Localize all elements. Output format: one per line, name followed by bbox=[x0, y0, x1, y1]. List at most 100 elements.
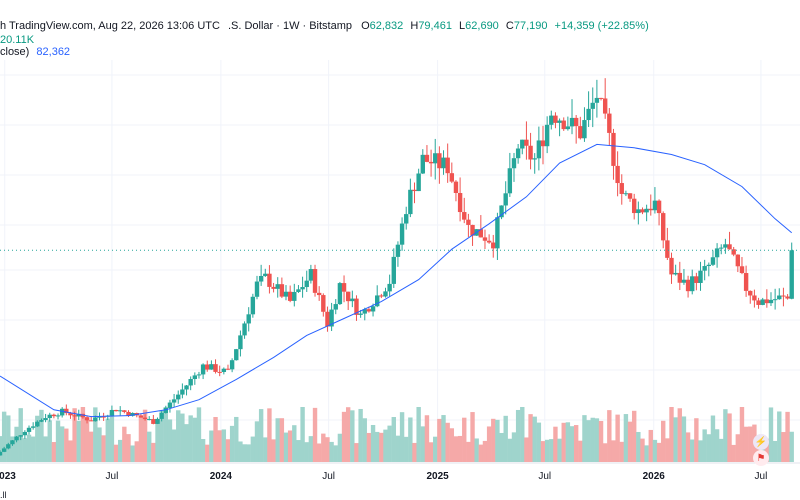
candle-body bbox=[308, 269, 314, 281]
volume-bar bbox=[719, 438, 724, 462]
volume-bar bbox=[329, 441, 334, 462]
candle-body bbox=[416, 173, 421, 192]
volume-bar bbox=[180, 413, 185, 462]
volume-bar bbox=[739, 407, 745, 462]
candle-body bbox=[648, 208, 653, 211]
candle-body bbox=[97, 416, 102, 418]
volume-bar bbox=[598, 420, 604, 462]
volume-bar bbox=[602, 443, 608, 462]
volume-bar bbox=[578, 440, 583, 462]
candle-body bbox=[602, 98, 608, 114]
volume-bar bbox=[748, 426, 753, 462]
candle-body bbox=[171, 399, 177, 403]
volume-bar bbox=[209, 430, 214, 462]
volume-bar bbox=[242, 444, 247, 462]
candle-body bbox=[122, 410, 127, 412]
volume-bar bbox=[246, 444, 251, 462]
candle-body bbox=[43, 418, 48, 421]
candle-body bbox=[399, 223, 405, 245]
volume-bar bbox=[0, 436, 3, 462]
volume-bar bbox=[47, 420, 52, 462]
candle-body bbox=[93, 417, 98, 422]
candle-body bbox=[694, 276, 699, 283]
volume-bar bbox=[147, 431, 152, 462]
volume-bar bbox=[217, 430, 222, 462]
volume-bar bbox=[134, 441, 139, 462]
x-tick-label: Jul bbox=[322, 471, 335, 482]
volume-bar bbox=[275, 418, 280, 462]
candle-body bbox=[445, 157, 450, 174]
candle-body bbox=[557, 120, 562, 123]
volume-bar bbox=[171, 429, 177, 462]
candle-body bbox=[673, 272, 678, 275]
candle-body bbox=[760, 299, 765, 305]
candle-body bbox=[453, 181, 459, 194]
volume-bar bbox=[557, 438, 562, 462]
volume-bar bbox=[573, 425, 579, 462]
volume-bar bbox=[466, 441, 471, 462]
volume-bar bbox=[84, 417, 90, 462]
candle-body bbox=[188, 379, 193, 386]
spark-icon[interactable]: ⚡ bbox=[753, 434, 769, 450]
candle-body bbox=[491, 242, 496, 249]
volume-bar bbox=[441, 415, 446, 462]
volume-bar bbox=[623, 414, 629, 462]
symbol-name: .S. Dollar · 1W · Bitstamp bbox=[227, 20, 353, 32]
volume-bar bbox=[420, 426, 425, 462]
candle-body bbox=[354, 298, 359, 315]
volume-bar bbox=[669, 407, 674, 462]
x-tick-label: 2024 bbox=[210, 471, 233, 482]
candle-body bbox=[101, 416, 106, 418]
candle-body bbox=[337, 283, 343, 305]
volume-bar bbox=[325, 437, 330, 462]
candle-body bbox=[358, 313, 363, 315]
volume-bar bbox=[229, 425, 235, 462]
volume-bar bbox=[387, 425, 392, 462]
volume-bar bbox=[59, 426, 65, 462]
volume-bar bbox=[254, 421, 260, 462]
candle-body bbox=[727, 244, 732, 250]
candle-body bbox=[731, 249, 736, 255]
volume-bar bbox=[636, 431, 641, 462]
candle-body bbox=[723, 244, 728, 248]
volume-bar bbox=[238, 441, 243, 462]
volume-bar bbox=[287, 430, 293, 462]
volume-bar bbox=[789, 431, 794, 462]
candle-body bbox=[296, 289, 301, 292]
candle-body bbox=[375, 295, 380, 307]
candle-body bbox=[72, 415, 77, 417]
candle-body bbox=[598, 97, 604, 99]
candle-body bbox=[126, 411, 131, 416]
volume-bar bbox=[308, 436, 314, 462]
candle-body bbox=[10, 440, 15, 445]
candle-body bbox=[594, 97, 600, 103]
candle-body bbox=[221, 368, 227, 373]
candle-body bbox=[292, 291, 297, 301]
candle-body bbox=[499, 205, 504, 218]
candle-body bbox=[636, 209, 641, 214]
x-tick-label: Jul bbox=[755, 471, 768, 482]
candle-body bbox=[470, 224, 475, 236]
candle-body bbox=[457, 193, 463, 213]
volume-bar bbox=[453, 436, 459, 462]
candle-body bbox=[39, 420, 44, 422]
volume-bar bbox=[105, 418, 110, 462]
candle-body bbox=[155, 418, 160, 424]
candle-body bbox=[698, 270, 703, 283]
candle-body bbox=[147, 419, 152, 421]
candle-body bbox=[205, 364, 210, 370]
volume-bar bbox=[677, 408, 682, 462]
volume-bar bbox=[370, 424, 376, 462]
volume-bar bbox=[524, 437, 529, 462]
volume-bar bbox=[731, 444, 736, 462]
candle-body bbox=[424, 154, 430, 162]
volume-bar bbox=[196, 407, 202, 462]
candle-body bbox=[254, 281, 260, 297]
flag-icon[interactable]: ⚑ bbox=[753, 450, 769, 466]
volume-bar bbox=[118, 439, 123, 462]
candle-body bbox=[279, 284, 285, 297]
volume-bar bbox=[532, 416, 537, 462]
volume-bar bbox=[30, 436, 36, 462]
volume-bar bbox=[43, 436, 48, 462]
